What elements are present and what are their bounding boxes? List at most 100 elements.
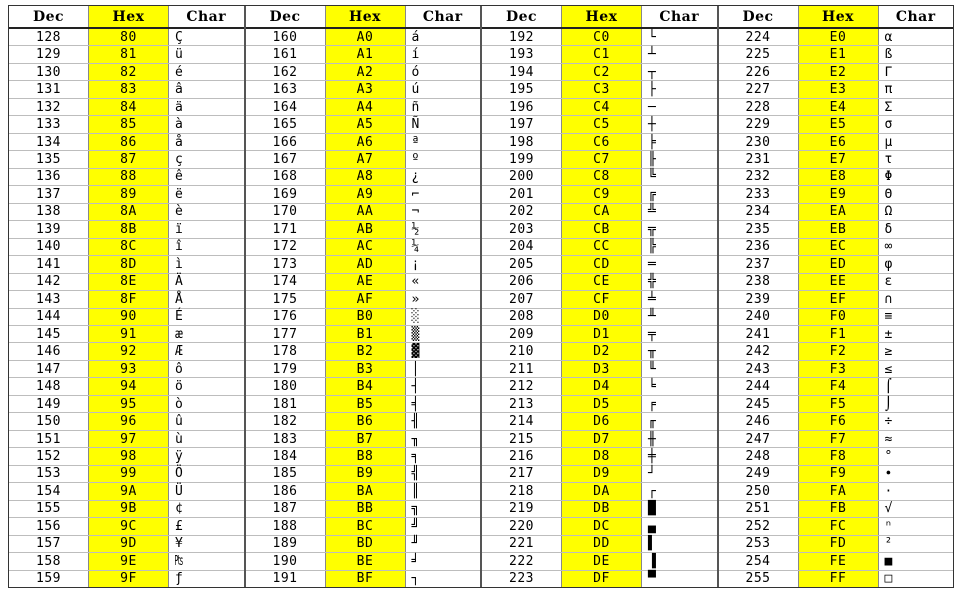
hex-cell: 99	[89, 465, 169, 483]
char-cell: ê	[175, 169, 183, 185]
hex-cell: E2	[798, 63, 879, 81]
table-row: 182 B6 ╢	[245, 413, 480, 431]
table-row: 138 8A è	[9, 203, 244, 222]
hex-cell: B5	[325, 395, 406, 413]
table-body: 128 80 Ç 129 81 ü 130 82 é 131 83 â 132 84 ä 133 85 à 134 8…	[9, 29, 244, 587]
table-row: 235 EB δ	[718, 221, 953, 239]
header-hex: Hex	[798, 6, 879, 27]
table-row: 193 C1 ┴	[482, 46, 717, 64]
hex-cell: E7	[798, 151, 879, 168]
dec-cell: 186	[246, 483, 326, 500]
dec-cell: 152	[9, 448, 89, 465]
hex-cell: BC	[325, 518, 406, 535]
hex-cell: CE	[562, 273, 642, 291]
header-dec: Dec	[9, 6, 89, 27]
hex-cell: 97	[89, 430, 169, 448]
char-cell: ▐	[648, 553, 656, 569]
hex-cell: 82	[89, 63, 169, 81]
dec-cell: 146	[9, 343, 89, 360]
char-cell: ≡	[884, 309, 893, 325]
table-row: 155 9B ¢	[9, 500, 244, 519]
table-row: 189 BD ╜	[245, 535, 480, 554]
char-cell: τ	[884, 152, 893, 168]
dec-cell: 212	[482, 378, 562, 395]
table-row: 187 BB ╗	[245, 500, 480, 519]
hex-cell: BE	[325, 553, 406, 570]
table-row: 142 8E Ä	[9, 273, 244, 292]
hex-cell: BA	[325, 483, 406, 500]
hex-cell: D0	[562, 308, 642, 325]
char-cell: °	[884, 448, 893, 464]
table-row: 201 C9 ╔	[482, 186, 717, 204]
char-cell: ╦	[648, 221, 656, 237]
hex-cell: 92	[89, 343, 169, 360]
dec-cell: 171	[246, 221, 326, 238]
table-row: 168 A8 ¿	[245, 168, 480, 187]
table-row: 198 C6 ╞	[482, 133, 717, 152]
dec-cell: 130	[9, 63, 89, 81]
dec-cell: 215	[482, 430, 562, 448]
table-row: 208 D0 ╨	[482, 308, 717, 326]
char-cell: í	[411, 47, 420, 63]
char-cell: ╤	[648, 326, 656, 342]
table-row: 220 DC ▄	[482, 518, 717, 536]
dec-cell: 199	[482, 151, 562, 168]
char-cell: £	[175, 518, 183, 534]
header-char: Char	[659, 8, 700, 25]
extended-ascii-table: Dec Hex Char 128 80 Ç 129 81 ü 130 82 é 131 83 â 132 84 ä…	[8, 5, 954, 588]
hex-cell: DA	[562, 483, 642, 500]
hex-cell: FF	[798, 570, 879, 587]
char-cell: ²	[884, 536, 893, 552]
char-cell: ╔	[648, 186, 656, 202]
dec-cell: 230	[719, 133, 799, 151]
char-cell: ╧	[648, 291, 656, 307]
dec-cell: 128	[9, 29, 89, 46]
table-row: 223 DF ▀	[482, 570, 717, 587]
table-row: 245 F5 ⌡	[718, 395, 953, 414]
hex-cell: BF	[325, 570, 406, 587]
hex-cell: 9C	[89, 518, 169, 535]
char-cell: É	[175, 309, 183, 325]
table-row: 159 9F ƒ	[9, 570, 244, 587]
dec-cell: 191	[246, 570, 326, 587]
table-row: 199 C7 ╟	[482, 151, 717, 169]
hex-cell: AE	[325, 273, 406, 291]
hex-cell: F4	[798, 378, 879, 395]
hex-cell: 83	[89, 81, 169, 98]
char-cell: δ	[884, 221, 893, 237]
char-cell: ╚	[648, 169, 656, 185]
table-row: 232 E8 Φ	[718, 168, 953, 187]
table-row: 219 DB █	[482, 500, 717, 519]
table-row: 175 AF »	[245, 291, 480, 309]
char-cell: ë	[175, 186, 183, 202]
table-row: 184 B8 ╕	[245, 448, 480, 466]
table-row: 202 CA ╩	[482, 203, 717, 222]
dec-cell: 166	[246, 133, 326, 151]
dec-cell: 175	[246, 291, 326, 308]
table-row: 161 A1 í	[245, 46, 480, 64]
dec-cell: 158	[9, 553, 89, 570]
dec-cell: 178	[246, 343, 326, 360]
char-cell: ╠	[648, 239, 656, 255]
char-cell: ┴	[648, 47, 656, 63]
table-row: 128 80 Ç	[9, 29, 244, 47]
hex-cell: CF	[562, 291, 642, 308]
table-row: 247 F7 ≈	[718, 430, 953, 449]
table-row: 210 D2 ╥	[482, 343, 717, 361]
table-row: 147 93 ô	[9, 360, 244, 379]
char-cell: Ñ	[411, 117, 420, 133]
hex-cell: FD	[798, 535, 879, 553]
table-row: 183 B7 ╖	[245, 430, 480, 449]
char-cell: ┬	[648, 64, 656, 80]
header-char: Char	[895, 8, 936, 25]
hex-cell: E8	[798, 168, 879, 186]
dec-cell: 177	[246, 325, 326, 343]
char-cell: ä	[175, 99, 183, 115]
dec-cell: 255	[719, 570, 799, 587]
dec-cell: 205	[482, 256, 562, 273]
dec-cell: 144	[9, 308, 89, 325]
table-row: 192 C0 └	[482, 29, 717, 47]
dec-cell: 183	[246, 430, 326, 448]
table-block-3: Dec Hex Char 192 C0 └ 193 C1 ┴ 194 C2 ┬ 195 C3 ├ 196 C4 ─…	[482, 6, 719, 587]
dec-cell: 195	[482, 81, 562, 98]
